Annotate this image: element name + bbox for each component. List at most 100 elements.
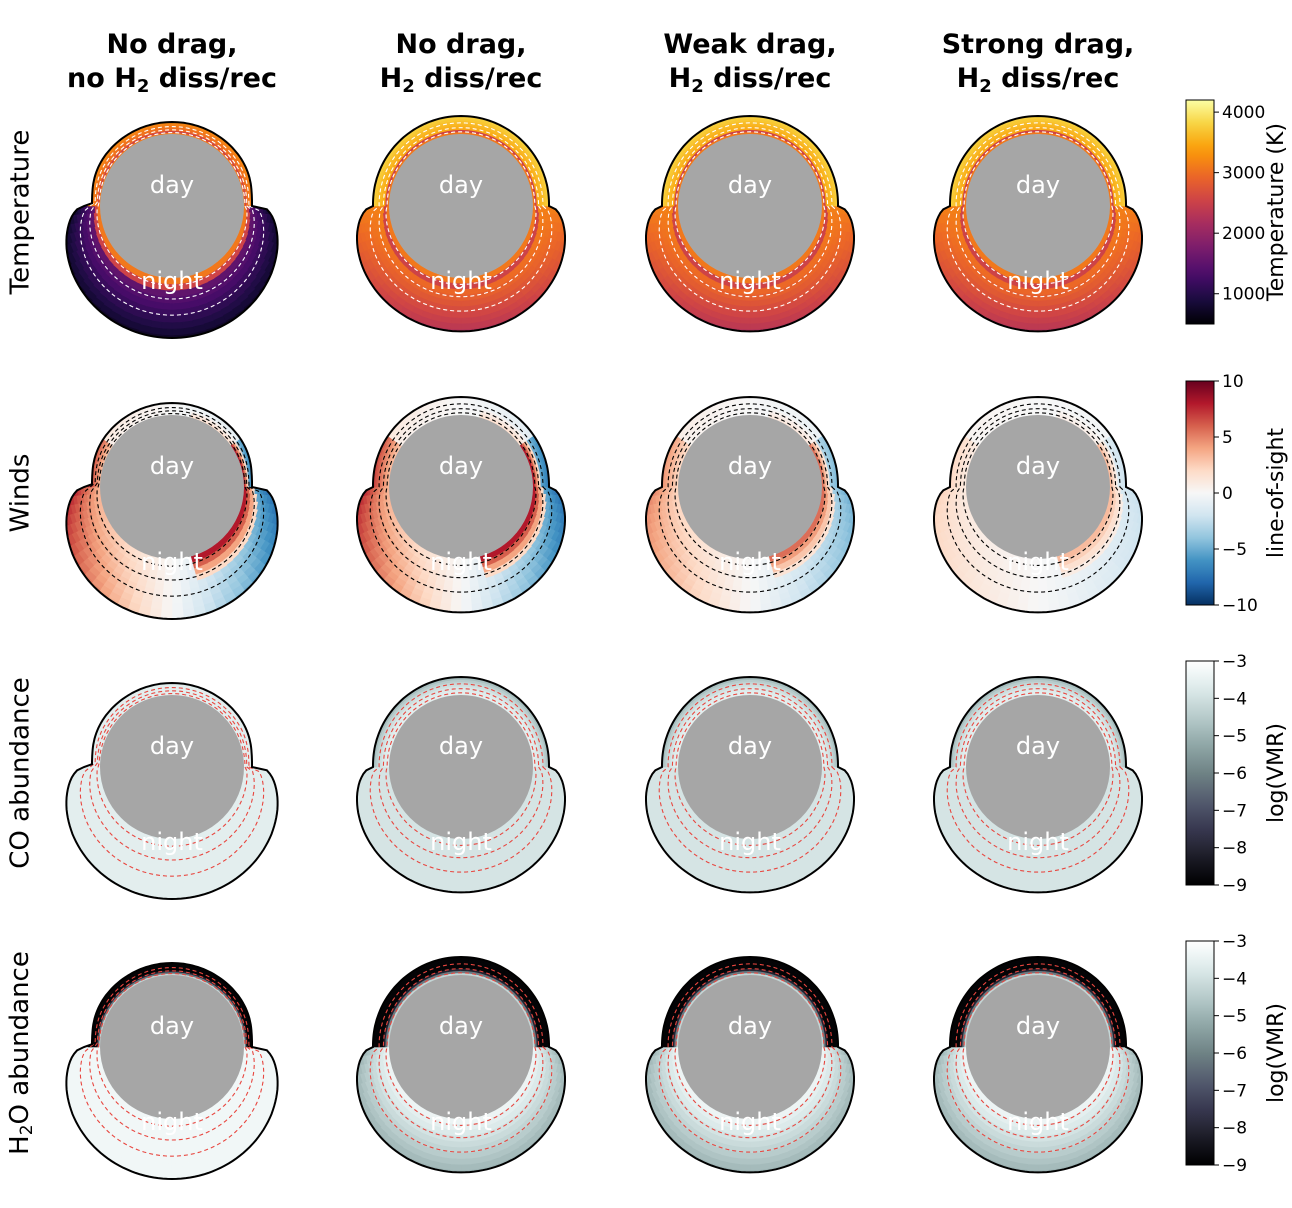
planet-core bbox=[966, 695, 1110, 839]
night-label: night bbox=[719, 828, 781, 856]
night-label: night bbox=[430, 1108, 492, 1136]
colorbar-tick-label: −9 bbox=[1222, 1156, 1247, 1176]
panel-r1-c4: day night bbox=[933, 114, 1143, 333]
night-label: night bbox=[719, 1108, 781, 1136]
colorbar-3: −3 −4 −5 −6 −7 −8 −9 log(VMR) bbox=[1185, 652, 1289, 896]
contour-line bbox=[79, 407, 265, 597]
atmosphere-outline bbox=[933, 675, 1143, 894]
contour-line bbox=[378, 688, 544, 859]
contour-line bbox=[79, 687, 265, 877]
column-header-4: Strong drag, H2 diss/rec bbox=[903, 28, 1173, 96]
panel-r1-c3: day night bbox=[645, 114, 855, 333]
night-label: night bbox=[719, 267, 781, 295]
colorbar-4: −3 −4 −5 −6 −7 −8 −9 log(VMR) bbox=[1185, 932, 1289, 1176]
colorbar-tick-label: 10 bbox=[1222, 372, 1244, 392]
contour-line bbox=[79, 126, 265, 316]
colorbar-label: line-of-sight bbox=[1264, 428, 1289, 558]
atmosphere-outline bbox=[933, 114, 1143, 333]
contour-line bbox=[962, 412, 1114, 566]
colorbar-tick-label: −4 bbox=[1222, 689, 1247, 709]
planet-core bbox=[100, 695, 244, 839]
contour-line bbox=[658, 122, 842, 312]
planet-core bbox=[389, 415, 533, 559]
day-label: day bbox=[728, 1012, 772, 1040]
contour-line bbox=[962, 131, 1114, 285]
panel-field bbox=[934, 397, 1142, 613]
contour-line bbox=[946, 963, 1130, 1153]
column-header-line2: no H2 diss/rec bbox=[67, 63, 277, 97]
contour-line bbox=[96, 693, 248, 847]
panel-r4-c3: day night bbox=[645, 955, 855, 1174]
column-header-line2: H2 diss/rec bbox=[956, 63, 1120, 97]
day-label: day bbox=[150, 1012, 194, 1040]
contour-line bbox=[667, 408, 833, 579]
panel-r3-c3: day night bbox=[645, 675, 855, 894]
colorbar-tick-label: −9 bbox=[1222, 876, 1247, 896]
colorbar-tick-label: −5 bbox=[1222, 1007, 1247, 1027]
colorbar-tick-label: −4 bbox=[1222, 969, 1247, 989]
atmosphere-outline bbox=[645, 395, 855, 614]
colorbar-tick-label: −7 bbox=[1222, 801, 1247, 821]
panel-r2-c2: day night bbox=[356, 395, 566, 614]
colorbar-tick-label: −8 bbox=[1222, 1119, 1247, 1139]
contour-line bbox=[378, 968, 544, 1139]
colorbar-tick-label: 2000 bbox=[1222, 224, 1265, 244]
colorbar-gradient bbox=[1185, 940, 1215, 1166]
night-label: night bbox=[430, 548, 492, 576]
column-header-line1: No drag, bbox=[395, 29, 527, 60]
contour-line bbox=[658, 963, 842, 1153]
column-header-line2: H2 diss/rec bbox=[668, 63, 832, 97]
atmosphere-outline bbox=[356, 114, 566, 333]
colorbar-tick-label: −3 bbox=[1222, 652, 1247, 672]
contour-line bbox=[946, 683, 1130, 873]
night-label: night bbox=[1007, 548, 1069, 576]
day-label: day bbox=[1016, 732, 1060, 760]
day-label: day bbox=[439, 171, 483, 199]
panel-r2-c1: day night bbox=[65, 401, 279, 621]
day-label: day bbox=[439, 1012, 483, 1040]
contour-line bbox=[946, 403, 1130, 593]
atmosphere-outline bbox=[356, 955, 566, 1174]
contour-line bbox=[369, 683, 553, 873]
planet-core bbox=[389, 695, 533, 839]
contour-line bbox=[955, 408, 1121, 579]
day-label: day bbox=[728, 171, 772, 199]
column-headers: No drag, no H2 diss/rec No drag, H2 diss/re… bbox=[0, 0, 1292, 100]
contour-line bbox=[667, 127, 833, 298]
contour-line bbox=[674, 131, 826, 285]
panel-r3-c2: day night bbox=[356, 675, 566, 894]
atmosphere-outline bbox=[356, 675, 566, 894]
column-header-line2: H2 diss/rec bbox=[379, 63, 543, 97]
atmosphere-outline bbox=[65, 961, 279, 1181]
column-header-3: Weak drag, H2 diss/rec bbox=[615, 28, 885, 96]
colorbar-tick-label: 0 bbox=[1222, 484, 1233, 504]
colorbar-tick-label: 3000 bbox=[1222, 164, 1265, 184]
panel-r4-c4: day night bbox=[933, 955, 1143, 1174]
day-label: day bbox=[439, 452, 483, 480]
contour-line bbox=[667, 968, 833, 1139]
contour-line bbox=[962, 692, 1114, 846]
panel-r2-c3: day night bbox=[645, 395, 855, 614]
planet-core bbox=[389, 134, 533, 278]
contour-line bbox=[96, 973, 248, 1127]
night-label: night bbox=[1007, 1108, 1069, 1136]
contour-line bbox=[369, 122, 553, 312]
contour-line bbox=[378, 408, 544, 579]
column-header-line1: Weak drag, bbox=[663, 29, 837, 60]
planet-core bbox=[966, 134, 1110, 278]
day-label: day bbox=[150, 452, 194, 480]
night-label: night bbox=[1007, 267, 1069, 295]
contour-line bbox=[667, 688, 833, 859]
panel-r1-c1: day night bbox=[65, 120, 279, 340]
atmosphere-outline bbox=[933, 395, 1143, 614]
colorbar-tick-label: −10 bbox=[1222, 596, 1258, 616]
contour-line bbox=[955, 127, 1121, 298]
night-label: night bbox=[1007, 828, 1069, 856]
column-header-1: No drag, no H2 diss/rec bbox=[37, 28, 307, 96]
contour-line bbox=[385, 692, 537, 846]
contour-line bbox=[946, 122, 1130, 312]
column-header-2: No drag, H2 diss/rec bbox=[326, 28, 596, 96]
night-label: night bbox=[141, 548, 203, 576]
